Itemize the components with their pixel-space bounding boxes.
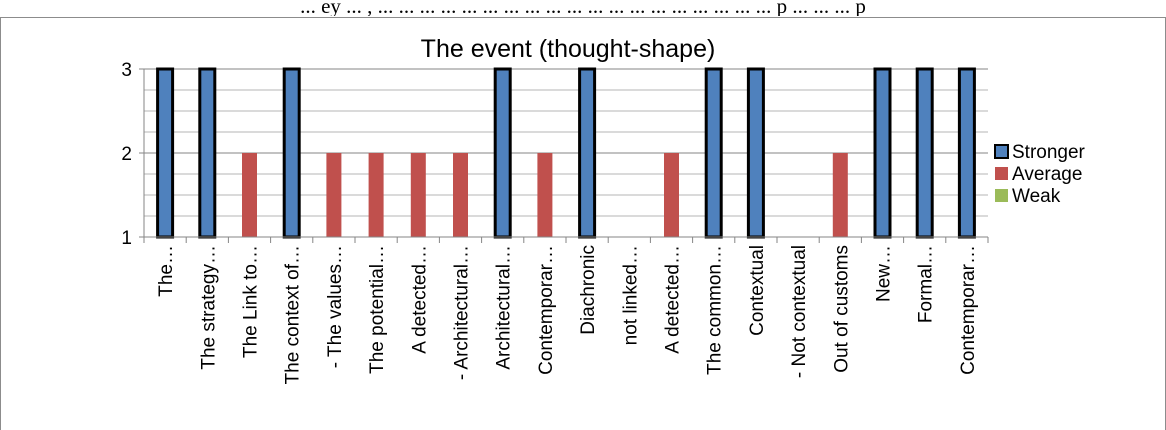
bar-stronger <box>282 67 301 239</box>
bar-average <box>453 153 468 237</box>
legend-swatch-stronger <box>994 144 1009 159</box>
x-tick-label: The Link to… <box>241 245 262 358</box>
bar-stronger <box>915 67 934 239</box>
bar-average <box>242 153 257 237</box>
legend-label-stronger: Stronger <box>1012 142 1086 163</box>
y-tick-label: 3 <box>121 60 132 81</box>
x-tick-label: New… <box>874 245 895 302</box>
x-tick-label: Architectural… <box>494 245 515 370</box>
bar-stronger <box>156 67 175 239</box>
legend-swatch-average <box>995 167 1008 180</box>
bar-average <box>664 153 679 237</box>
bar-stronger <box>873 67 892 239</box>
x-tick-label: - The values… <box>325 245 346 368</box>
bar-stronger <box>957 67 976 239</box>
x-tick-label: Contemporar… <box>536 245 557 375</box>
y-tick-label: 2 <box>121 144 132 165</box>
x-tick-label: The… <box>156 245 177 297</box>
legend-label-average: Average <box>1012 164 1082 185</box>
chart-title: The event (thought-shape) <box>421 35 716 63</box>
y-tick-label: 1 <box>121 228 132 249</box>
clipped-document-text: ... ey ... , ... ... ... ... ... ... ...… <box>300 0 866 16</box>
bar-stronger <box>198 67 217 239</box>
x-tick-label: The strategy… <box>198 245 219 370</box>
x-tick-label: The context of… <box>283 245 304 384</box>
x-tick-label: A detected… <box>663 245 684 354</box>
x-tick-label: - Not contextual <box>789 245 810 378</box>
bar-stronger <box>746 67 765 239</box>
legend-label-weak: Weak <box>1012 186 1061 207</box>
bar-chart: The event (thought-shape) 1 2 3 The… The str… <box>0 17 1166 430</box>
x-tick-label: Out of customs <box>831 245 852 373</box>
chart-frame: The event (thought-shape) 1 2 3 The… The str… <box>0 17 1166 430</box>
x-tick-label: not linked… <box>620 245 641 345</box>
axes: 1 2 3 The… The strategy… The Link to… The cont… <box>121 60 989 384</box>
x-tick-label: The potential… <box>367 245 388 374</box>
x-tick-label: - Architectural… <box>452 245 473 380</box>
bar-stronger <box>704 67 723 239</box>
x-tick-label: Contemporar… <box>958 245 979 375</box>
x-tick-label: A detected… <box>409 245 430 354</box>
x-tick-label: Formal… <box>916 245 937 323</box>
x-tick-label: The common… <box>705 245 726 375</box>
x-tick-label: Contextual <box>747 245 768 336</box>
bar-average <box>537 153 553 237</box>
bar-average <box>326 153 342 237</box>
bar-average <box>832 153 848 237</box>
legend-swatch-weak <box>995 189 1008 202</box>
bar-average <box>368 153 384 237</box>
bar-stronger <box>493 67 512 239</box>
x-tick-label: Diachronic <box>578 245 599 335</box>
bar-average <box>410 153 426 237</box>
bar-stronger <box>578 67 597 239</box>
